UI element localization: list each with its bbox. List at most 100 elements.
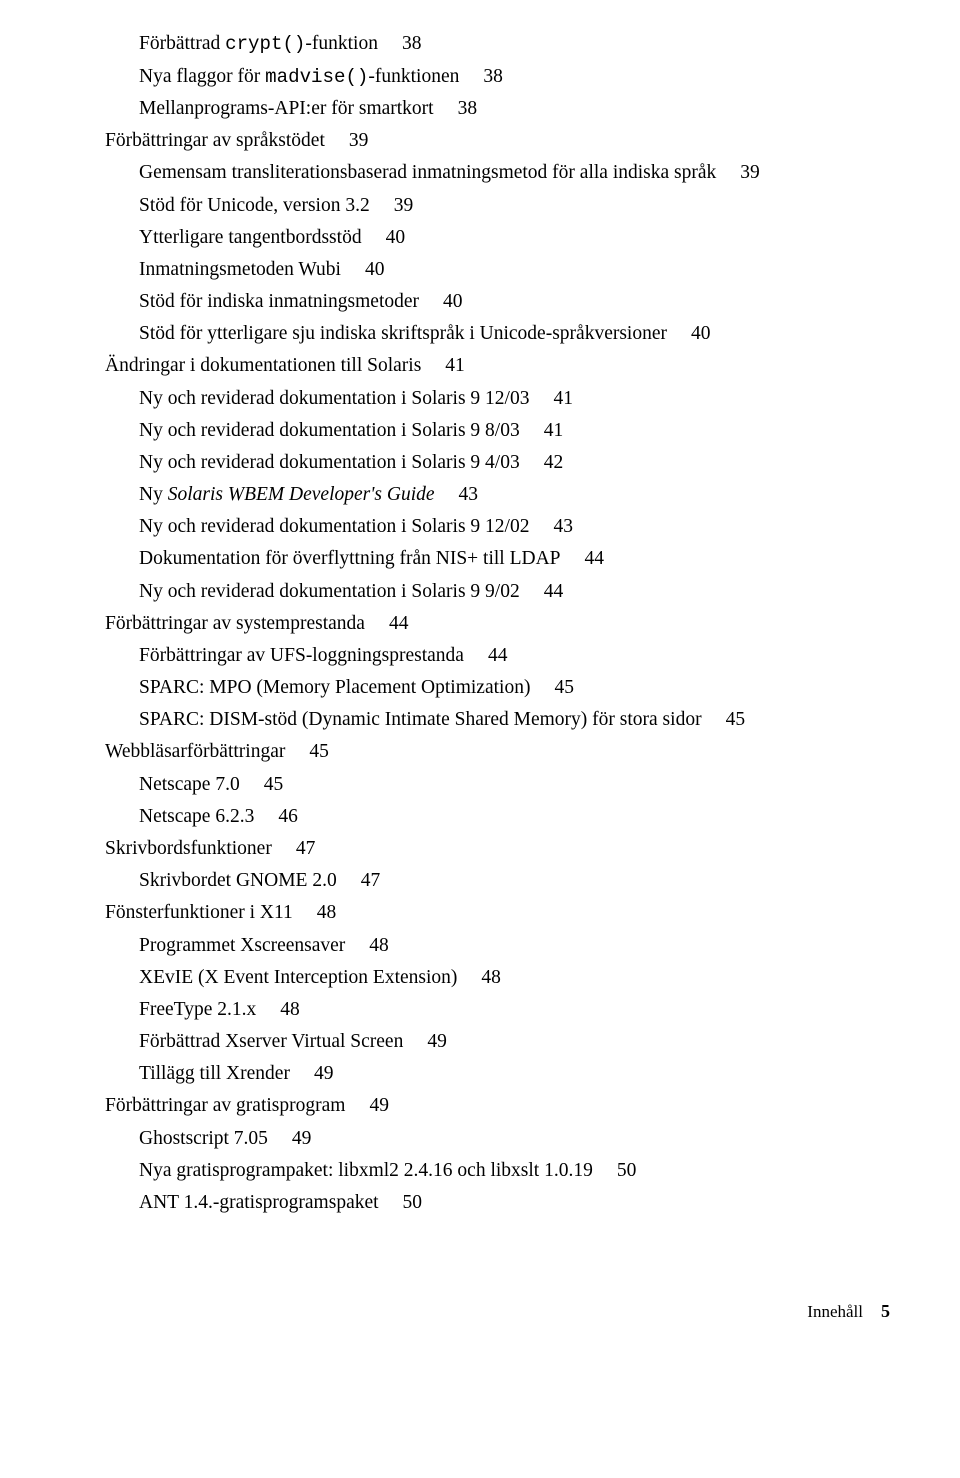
toc-entry: Ny och reviderad dokumentation i Solaris… [105, 511, 890, 543]
toc-entry: ANT 1.4.-gratisprogramspaket50 [105, 1187, 890, 1219]
toc-entry-title: Netscape 6.2.3 [139, 806, 254, 827]
toc-entry: Förbättringar av språkstödet39 [105, 125, 890, 157]
toc-entry-page: 42 [520, 447, 564, 479]
toc-entry-title: Ändringar i dokumentationen till Solaris [105, 355, 421, 376]
toc-entry: Skrivbordsfunktioner47 [105, 833, 890, 865]
toc-entry-title: Gemensam transliterationsbaserad inmatni… [139, 162, 716, 183]
toc-entry-title: Förbättringar av gratisprogram [105, 1095, 345, 1116]
toc-entry-title: Stöd för ytterligare sju indiska skrifts… [139, 323, 667, 344]
toc-entry-page: 45 [702, 704, 746, 736]
toc-entry-page: 47 [337, 865, 381, 897]
toc-entry: Dokumentation för överflyttning från NIS… [105, 543, 890, 575]
footer-section-label: Innehåll [807, 1298, 863, 1326]
toc-entry: Ghostscript 7.0549 [105, 1123, 890, 1155]
toc-entry: Förbättrad Xserver Virtual Screen49 [105, 1026, 890, 1058]
toc-entry-page: 50 [379, 1187, 423, 1219]
toc-entry-title: Fönsterfunktioner i X11 [105, 902, 293, 923]
toc-entry-page: 45 [285, 736, 329, 768]
toc-entry-page: 41 [529, 383, 573, 415]
toc-entry-page: 40 [362, 222, 406, 254]
toc-entry-title: Programmet Xscreensaver [139, 935, 345, 956]
toc-entry: Ny Solaris WBEM Developer's Guide43 [105, 479, 890, 511]
toc-entry-page: 48 [457, 962, 501, 994]
toc-entry-title: Förbättringar av språkstödet [105, 130, 325, 151]
toc-entry-page: 39 [716, 157, 760, 189]
footer-page-number: 5 [881, 1297, 890, 1327]
toc-entry: Ny och reviderad dokumentation i Solaris… [105, 576, 890, 608]
toc-entry: FreeType 2.1.x48 [105, 994, 890, 1026]
toc-entry-page: 40 [667, 318, 711, 350]
toc-entry-title: Ny och reviderad dokumentation i Solaris… [139, 420, 520, 441]
toc-entry: Ändringar i dokumentationen till Solaris… [105, 350, 890, 382]
toc-entry: Programmet Xscreensaver48 [105, 930, 890, 962]
toc-entry-title: Ny och reviderad dokumentation i Solaris… [139, 388, 529, 409]
toc-entry: Webbläsarförbättringar45 [105, 736, 890, 768]
toc-entry: Stöd för Unicode, version 3.239 [105, 190, 890, 222]
toc-entry: Nya flaggor för madvise()-funktionen38 [105, 61, 890, 94]
toc-entry-title: Ny och reviderad dokumentation i Solaris… [139, 516, 529, 537]
toc-entry-title: Tillägg till Xrender [139, 1063, 290, 1084]
toc-entry-title: ANT 1.4.-gratisprogramspaket [139, 1192, 379, 1213]
toc-entry-page: 48 [256, 994, 300, 1026]
toc-entry-title: Inmatningsmetoden Wubi [139, 259, 341, 280]
toc-entry-page: 47 [272, 833, 316, 865]
toc-entry-title: Skrivbordet GNOME 2.0 [139, 870, 337, 891]
toc-entry-page: 40 [341, 254, 385, 286]
toc-entry-title: Mellanprograms-API:er för smartkort [139, 98, 434, 119]
toc-entry: Stöd för indiska inmatningsmetoder40 [105, 286, 890, 318]
toc-entry-page: 45 [240, 769, 284, 801]
toc-entry-page: 48 [293, 897, 337, 929]
toc-entry-title: Förbättringar av UFS-loggningsprestanda [139, 645, 464, 666]
toc-entry-page: 49 [345, 1090, 389, 1122]
toc-entry-title: Nya gratisprogrampaket: libxml2 2.4.16 o… [139, 1160, 593, 1181]
toc-entry-page: 43 [435, 479, 479, 511]
toc-entry-page: 44 [464, 640, 508, 672]
toc-entry-page: 39 [370, 190, 414, 222]
toc-entry-page: 41 [520, 415, 564, 447]
toc-entry: Ny och reviderad dokumentation i Solaris… [105, 383, 890, 415]
toc-entry: Gemensam transliterationsbaserad inmatni… [105, 157, 890, 189]
toc-entry-page: 46 [254, 801, 298, 833]
toc-entry: Förbättringar av UFS-loggningsprestanda4… [105, 640, 890, 672]
toc-entry: SPARC: MPO (Memory Placement Optimizatio… [105, 672, 890, 704]
toc-entry-page: 50 [593, 1155, 637, 1187]
toc-entry: Skrivbordet GNOME 2.047 [105, 865, 890, 897]
toc-entry-title: Webbläsarförbättringar [105, 741, 285, 762]
toc-entry-page: 38 [434, 93, 478, 125]
toc-entry-page: 44 [561, 543, 605, 575]
toc-entry-title: Stöd för indiska inmatningsmetoder [139, 291, 419, 312]
toc-entry: Tillägg till Xrender49 [105, 1058, 890, 1090]
toc-entry-page: 43 [529, 511, 573, 543]
toc-entry-page: 38 [378, 28, 422, 60]
toc-entry: Nya gratisprogrampaket: libxml2 2.4.16 o… [105, 1155, 890, 1187]
toc-entry: Mellanprograms-API:er för smartkort38 [105, 93, 890, 125]
toc-entry: Netscape 7.045 [105, 769, 890, 801]
toc-entry-title: Stöd för Unicode, version 3.2 [139, 195, 370, 216]
page-footer: Innehåll 5 [105, 1297, 890, 1327]
toc-entry-title: Förbättrad Xserver Virtual Screen [139, 1031, 403, 1052]
toc-entry: Förbättringar av systemprestanda44 [105, 608, 890, 640]
toc-entry-page: 44 [365, 608, 409, 640]
toc-entry-title: Ny Solaris WBEM Developer's Guide [139, 484, 435, 505]
toc-entry-title: FreeType 2.1.x [139, 999, 256, 1020]
toc-entry: Netscape 6.2.346 [105, 801, 890, 833]
code-text: crypt() [225, 33, 305, 55]
toc-entry: Ytterligare tangentbordsstöd40 [105, 222, 890, 254]
toc-entry-page: 48 [345, 930, 389, 962]
toc-entry-title: XEvIE (X Event Interception Extension) [139, 967, 457, 988]
toc-entry: Ny och reviderad dokumentation i Solaris… [105, 415, 890, 447]
toc-entry-title: SPARC: DISM-stöd (Dynamic Intimate Share… [139, 709, 702, 730]
toc-entry-page: 49 [290, 1058, 334, 1090]
toc-entry-page: 38 [459, 61, 503, 93]
toc-entry: Fönsterfunktioner i X1148 [105, 897, 890, 929]
toc-entry-page: 49 [268, 1123, 312, 1155]
toc-entry-title: Ny och reviderad dokumentation i Solaris… [139, 452, 520, 473]
italic-text: Solaris WBEM Developer's Guide [168, 484, 435, 505]
toc-entry-page: 49 [403, 1026, 447, 1058]
toc-entry-page: 45 [530, 672, 574, 704]
toc-entry: Inmatningsmetoden Wubi40 [105, 254, 890, 286]
toc-entry-title: Förbättringar av systemprestanda [105, 613, 365, 634]
toc-entry-title: Nya flaggor för madvise()-funktionen [139, 66, 459, 87]
toc-entry: Förbättringar av gratisprogram49 [105, 1090, 890, 1122]
toc-entry-title: SPARC: MPO (Memory Placement Optimizatio… [139, 677, 530, 698]
